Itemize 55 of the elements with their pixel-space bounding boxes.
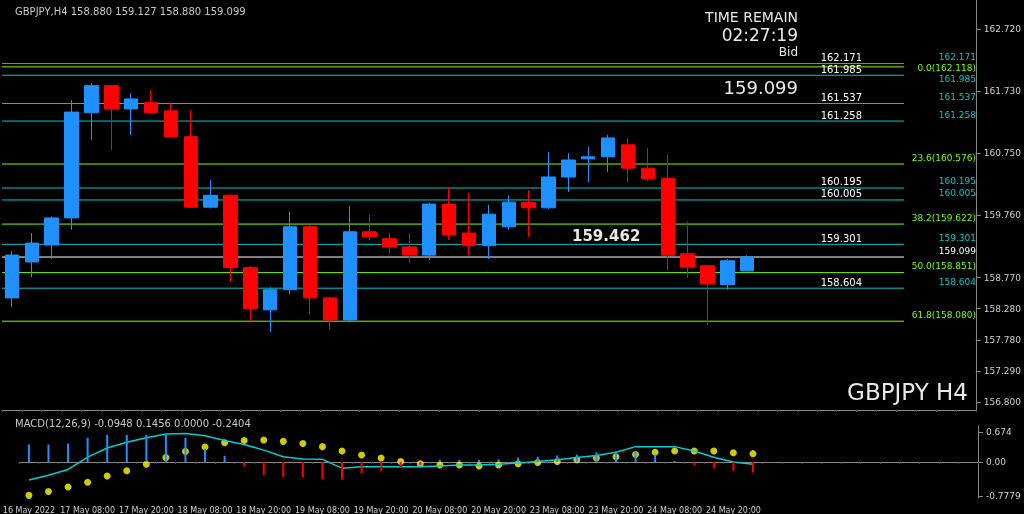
annotation: 159.301 <box>820 232 862 244</box>
ref-line-label: 160.195 <box>938 176 976 187</box>
x-tick-label: 17 May 20:00 <box>118 505 174 514</box>
ref-line-label: 162.171 <box>938 52 976 63</box>
y-tick-label: 156.800 <box>983 396 1022 407</box>
y-tick-label: 157.290 <box>983 365 1022 376</box>
y-tick-label: 161.730 <box>983 86 1022 97</box>
ref-line-label: 158.604 <box>938 276 977 287</box>
ref-line-label: 38.2(159.622) <box>911 212 976 223</box>
annotation: Bid <box>778 45 798 59</box>
annotation: 159.099 <box>723 76 798 98</box>
y-tick-label: 160.750 <box>983 148 1022 159</box>
annotation: 161.985 <box>820 63 862 75</box>
ref-line-label: 161.985 <box>938 74 976 85</box>
annotation: 02:27:19 <box>721 24 799 45</box>
x-tick-label: 23 May 08:00 <box>529 505 585 514</box>
ref-line-label: 61.8(158.080) <box>911 309 976 320</box>
ref-line-label: 161.258 <box>938 109 977 120</box>
x-tick-label: 18 May 20:00 <box>236 505 292 514</box>
annotation: GBPJPY H4 <box>847 378 969 405</box>
ref-line-label: 0.0(162.118) <box>917 63 976 74</box>
ref-line-label: 159.099 <box>938 245 977 256</box>
annotation: 161.258 <box>820 109 862 121</box>
annotation: TIME REMAIN <box>704 9 798 25</box>
ref-line-label: 50.0(158.851) <box>911 261 976 272</box>
ref-line-label: 160.005 <box>938 188 976 199</box>
y-tick-label: 158.770 <box>983 272 1022 283</box>
annotation: 158.604 <box>820 276 862 288</box>
text: GBPJPY,H4 158.880 159.127 158.880 159.099 <box>15 5 246 17</box>
y-tick-label: 162.720 <box>983 23 1022 34</box>
x-tick-label: 24 May 20:00 <box>705 505 761 514</box>
annotation: 162.171 <box>820 52 862 64</box>
ref-line-label: 23.6(160.576) <box>911 152 976 163</box>
y-tick-label: 0.00 <box>986 457 1007 467</box>
x-tick-label: 18 May 08:00 <box>177 505 233 514</box>
x-tick-label: 19 May 08:00 <box>295 505 350 514</box>
x-tick-label: 24 May 08:00 <box>647 505 703 514</box>
annotation: 160.005 <box>820 188 862 200</box>
annotation: 161.537 <box>820 91 862 103</box>
y-tick-label: -0.7779 <box>986 491 1022 502</box>
x-tick-label: 19 May 20:00 <box>353 505 409 514</box>
y-tick-label: 159.760 <box>983 210 1022 221</box>
y-tick-label: 0.674 <box>986 427 1013 438</box>
ref-line-label: 159.301 <box>938 232 976 243</box>
annotation: 159.462 <box>572 226 641 245</box>
x-tick-label: 20 May 20:00 <box>471 505 526 514</box>
x-tick-label: 17 May 08:00 <box>60 505 116 514</box>
x-tick-label: 16 May 2022 <box>2 505 55 514</box>
ref-line-label: 161.537 <box>938 91 976 102</box>
chart-title: MACD(12,26,9) -0.0948 0.1456 0.0000 -0.2404 <box>15 417 251 429</box>
x-tick-label: 20 May 08:00 <box>412 505 468 514</box>
annotation: 160.195 <box>820 176 862 188</box>
y-tick-label: 158.280 <box>983 303 1022 314</box>
y-tick-label: 157.780 <box>983 335 1022 346</box>
x-tick-label: 23 May 20:00 <box>588 505 644 514</box>
